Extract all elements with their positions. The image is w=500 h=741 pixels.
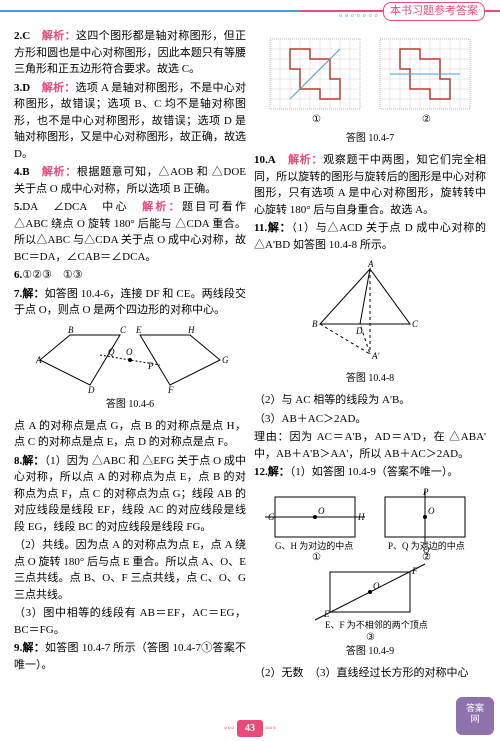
svg-text:A': A' — [371, 351, 380, 361]
svg-text:O: O — [126, 347, 133, 357]
answer-8-1: 8.解：（1）因为 △ABC 和 △EFG 关于点 O 成中心对称，所以点 A … — [14, 453, 246, 536]
svg-text:O: O — [428, 506, 435, 516]
answer-num: 8.解： — [14, 455, 45, 467]
blank-c: 中心 — [102, 201, 129, 213]
svg-text:F: F — [411, 566, 418, 576]
answer-8-2: （2）共线。因为点 A 的对称点为点 E，点 A 绕点 O 旋转 180° 后与… — [14, 537, 246, 603]
svg-text:②: ② — [422, 552, 431, 562]
answer-num: 2.C — [14, 30, 30, 42]
analysis-label: 解析： — [42, 166, 77, 178]
answer-11-4: 理由：因为 AC＝A'B，AD＝A'D，在 △ABA' 中，AB＋A'B＞AA'… — [254, 429, 486, 462]
answer-num: 7.解： — [14, 288, 45, 300]
answer-7-cont: 点 A 的对称点是点 G，点 B 的对称点是点 H，点 C 的对称点是点 E，点… — [14, 418, 246, 451]
answer-text: 如答图 10.4-7 所示（答图 10.4-7①答案不唯一）。 — [14, 642, 246, 671]
answer-num: 11.解： — [254, 222, 291, 234]
analysis-label: 解析： — [42, 30, 76, 42]
answer-num: 4.B — [14, 166, 30, 178]
page-footer: ◦◦◦ 43 ◦◦◦ — [0, 720, 500, 737]
svg-text:P: P — [422, 487, 429, 497]
left-column: 2.C 解析：这四个图形都是轴对称图形，但正方形和圆也是中心对称图形，因此本题只… — [10, 28, 250, 683]
answer-6: 6.①②③ ①③ — [14, 267, 246, 284]
figure-10-4-8: A B D C A' 答图 10.4-8 — [254, 259, 486, 386]
svg-text:①: ① — [312, 552, 321, 562]
content-columns: 2.C 解析：这四个图形都是轴对称图形，但正方形和圆也是中心对称图形，因此本题只… — [0, 28, 500, 683]
svg-text:G: G — [222, 355, 229, 365]
analysis-label: 解析： — [42, 82, 76, 94]
blank-a: ①②③ — [22, 269, 52, 281]
svg-text:D: D — [355, 326, 363, 336]
svg-text:Q: Q — [108, 347, 115, 357]
blank-a: DA — [22, 201, 37, 213]
answer-12: 12.解：（1）如答图 10.4-9（答案不唯一）。 — [254, 464, 486, 481]
answer-num: 9.解： — [14, 642, 45, 654]
figure-caption: 答图 10.4-6 — [14, 397, 246, 412]
right-column: ① ② 答图 10.4-7 10.A 解析：观察题干中两图，知它们完全相同，所以… — [250, 28, 490, 683]
svg-text:G、H 为对边的中点: G、H 为对边的中点 — [275, 540, 353, 551]
svg-text:E: E — [135, 325, 142, 335]
answer-num: 3.D — [14, 82, 30, 94]
svg-text:H: H — [357, 512, 365, 522]
svg-text:P: P — [147, 361, 154, 371]
svg-text:F: F — [167, 385, 174, 395]
answer-11-3: （3）AB＋AC＞2AD。 — [254, 411, 486, 428]
answer-12-2: （2）无数 （3）直线经过长方形的对称中心 — [254, 665, 486, 682]
answer-text: 如答图 10.4-6，连接 DF 和 CE。两线段交于点 O，则点 O 是两个四… — [14, 288, 246, 317]
svg-text:C: C — [412, 319, 419, 329]
analysis-label: 解析： — [288, 154, 323, 166]
answer-text: （1）因为 △ABC 和 △EFG 关于点 O 成中心对称，所以点 A 的对称点… — [14, 455, 246, 533]
answer-num: 5. — [14, 201, 22, 213]
answer-11-2: （2）与 AC 相等的线段为 A'B。 — [254, 392, 486, 409]
answer-11: 11.解：（1）与△ACD 关于点 D 成中心对称的 △A'BD 如答图 10.… — [254, 220, 486, 253]
svg-text:A: A — [367, 259, 374, 269]
svg-text:A: A — [35, 355, 42, 365]
svg-text:②: ② — [422, 114, 431, 125]
svg-text:E、F 为不相邻的两个顶点: E、F 为不相邻的两个顶点 — [325, 619, 428, 630]
figure-caption: 答图 10.4-7 — [254, 131, 486, 146]
figure-caption: 答图 10.4-8 — [254, 371, 486, 386]
blank-b: ∠DCA — [53, 201, 87, 213]
svg-text:O: O — [373, 581, 380, 591]
svg-text:③: ③ — [366, 632, 375, 642]
page-number: 43 — [237, 720, 263, 737]
svg-text:B: B — [68, 325, 74, 335]
answer-3: 3.D 解析：选项 A 是轴对称图形，不是中心对称图形，故错误；选项 B、C 均… — [14, 80, 246, 163]
svg-text:C: C — [120, 325, 127, 335]
answer-7: 7.解：如答图 10.4-6，连接 DF 和 CE。两线段交于点 O，则点 O … — [14, 286, 246, 319]
svg-text:D: D — [87, 385, 95, 395]
figure-caption: 答图 10.4-9 — [254, 644, 486, 659]
answer-9: 9.解：如答图 10.4-7 所示（答图 10.4-7①答案不唯一）。 — [14, 640, 246, 673]
answer-2: 2.C 解析：这四个图形都是轴对称图形，但正方形和圆也是中心对称图形，因此本题只… — [14, 28, 246, 78]
answer-text: （1）如答图 10.4-9（答案不唯一）。 — [290, 466, 459, 478]
answer-num: 6. — [14, 269, 22, 281]
answer-5: 5.DA ∠DCA 中心 解析：题目可看作 △ABC 绕点 O 旋转 180° … — [14, 199, 246, 265]
watermark-badge: 答案网 — [456, 697, 494, 735]
svg-text:E: E — [323, 609, 330, 619]
svg-text:B: B — [312, 319, 318, 329]
header-title: 本书习题参考答案 — [383, 2, 485, 21]
svg-text:O: O — [318, 506, 325, 516]
figure-10-4-9: G H O P Q O G、H 为对边的中点 P、Q 为对边的中点 ① ② E … — [254, 487, 486, 659]
answer-10: 10.A 解析：观察题干中两图，知它们完全相同，所以旋转的图形与旋转后的图形是中… — [254, 152, 486, 218]
page-header: ◦◦◦◦◦◦◦ 本书习题参考答案 — [0, 0, 500, 28]
answer-4: 4.B 解析：根据题意可知，△AOB 和 △DOE 关于点 O 成中心对称，所以… — [14, 164, 246, 197]
answer-num: 10.A — [254, 154, 276, 166]
figure-10-4-6: A B C D E H G F O Q P 答图 10.4-6 — [14, 325, 246, 412]
answer-text: 题目可看作 △ABC 绕点 O 旋转 180° 后能与 △CDA 重合。所以△A… — [14, 201, 246, 263]
svg-text:P、Q 为对边的中点: P、Q 为对边的中点 — [388, 540, 465, 551]
svg-text:H: H — [187, 325, 195, 335]
svg-text:①: ① — [312, 114, 321, 125]
answer-8-3: （3）图中相等的线段有 AB＝EF，AC＝EG，BC＝FG。 — [14, 605, 246, 638]
svg-text:G: G — [268, 512, 275, 522]
answer-num: 12.解： — [254, 466, 290, 478]
analysis-label: 解析： — [142, 201, 182, 213]
figure-10-4-7: ① ② 答图 10.4-7 — [254, 34, 486, 146]
blank-b: ①③ — [63, 269, 83, 281]
